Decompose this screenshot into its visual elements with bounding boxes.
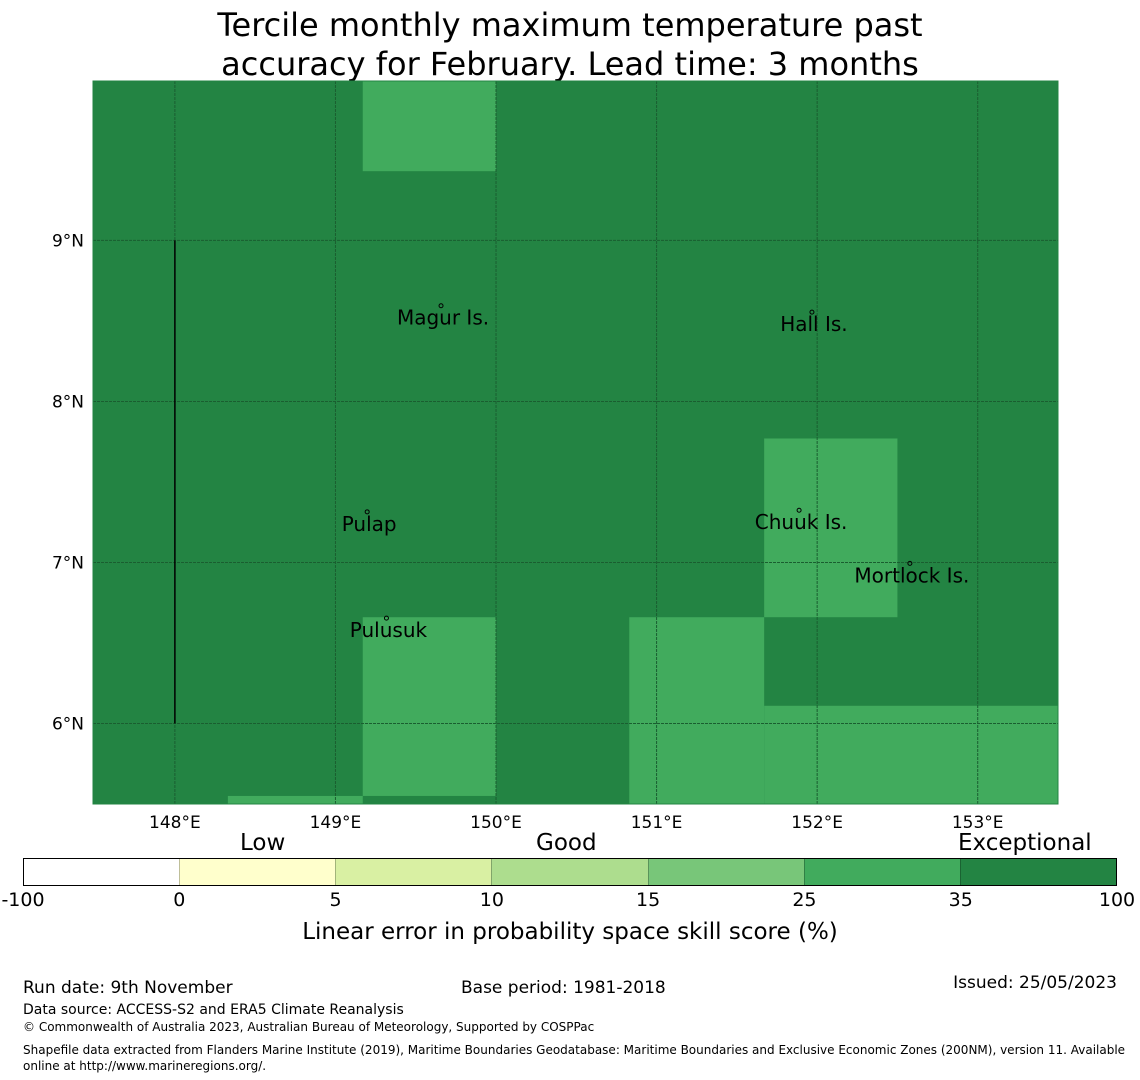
lat-tick-label: 7°N: [52, 553, 84, 573]
skill-cell: [629, 617, 765, 804]
island-outline-icon: [364, 509, 370, 515]
colorbar-label: Linear error in probability space skill …: [302, 919, 838, 945]
colorbar: [23, 858, 1117, 886]
colorbar-segment: [959, 859, 1116, 885]
colorbar-segment: [335, 859, 492, 885]
title-line-1: Tercile monthly maximum temperature past: [217, 6, 923, 44]
lon-tick-label: 153°E: [952, 813, 1004, 830]
island-outline-icon: [796, 507, 802, 513]
skill-cell: [362, 81, 497, 172]
island-outline-icon: [383, 615, 389, 621]
place-label: Chuuk Is.: [755, 510, 848, 534]
data-source: Data source: ACCESS-S2 and ERA5 Climate …: [23, 1002, 404, 1018]
lon-tick-label: 148°E: [149, 813, 201, 830]
island-outline-icon: [907, 560, 913, 566]
lat-tick-label: 8°N: [52, 392, 84, 412]
base-period: Base period: 1981-2018: [461, 978, 666, 998]
copyright: © Commonwealth of Australia 2023, Austra…: [23, 1020, 595, 1034]
colorbar-tick-label: -100: [1, 889, 45, 911]
place-label: Pulap: [342, 512, 397, 536]
lat-tick-label: 6°N: [52, 714, 84, 734]
skill-cell: [227, 795, 363, 804]
skill-cell: [362, 617, 497, 796]
colorbar-tick-label: 100: [1098, 889, 1136, 911]
colorbar-tick-label: 0: [173, 889, 186, 911]
map-background-cells: [93, 81, 1058, 804]
place-label: Hall Is.: [780, 312, 847, 336]
colorbar-category-low: Low: [240, 830, 286, 856]
lon-tick-label: 152°E: [791, 813, 843, 830]
colorbar-tick-label: 15: [636, 889, 661, 911]
colorbar-segment: [179, 859, 336, 885]
island-outline-icon: [438, 303, 444, 309]
lon-tick-label: 149°E: [310, 813, 362, 830]
place-label: Mortlock Is.: [854, 563, 969, 587]
lat-tick-label: 9°N: [52, 231, 84, 251]
issued-date: Issued: 25/05/2023: [953, 973, 1117, 993]
lon-tick-label: 150°E: [470, 813, 522, 830]
colorbar-category-exceptional: Exceptional: [958, 830, 1092, 856]
title-line-2: accuracy for February. Lead time: 3 mont…: [221, 45, 919, 83]
chart-title: Tercile monthly maximum temperature past…: [0, 6, 1140, 84]
colorbar-segment: [24, 859, 180, 885]
place-label: Magur Is.: [397, 306, 489, 330]
colorbar-category-good: Good: [536, 830, 597, 856]
colorbar-segment: [647, 859, 804, 885]
place-label: Pulusuk: [350, 618, 428, 642]
skill-cell: [764, 438, 898, 618]
island-outline-icon: [809, 309, 815, 315]
colorbar-segment: [491, 859, 648, 885]
map-frame: [92, 80, 1059, 805]
colorbar-tick-label: 10: [479, 889, 504, 911]
colorbar-tick-label: 35: [948, 889, 973, 911]
colorbar-tick-label: 5: [329, 889, 342, 911]
skill-cell: [764, 705, 1058, 804]
lon-tick-label: 151°E: [631, 813, 683, 830]
colorbar-tick-label: 25: [792, 889, 817, 911]
run-date: Run date: 9th November: [23, 978, 233, 998]
shapefile-credit: Shapefile data extracted from Flanders M…: [23, 1043, 1126, 1073]
map: 148°E 149°E 150°E 151°E 152°E 153°E 9°N 8°N 7°N 6…: [52, 80, 1059, 830]
colorbar-segment: [803, 859, 960, 885]
